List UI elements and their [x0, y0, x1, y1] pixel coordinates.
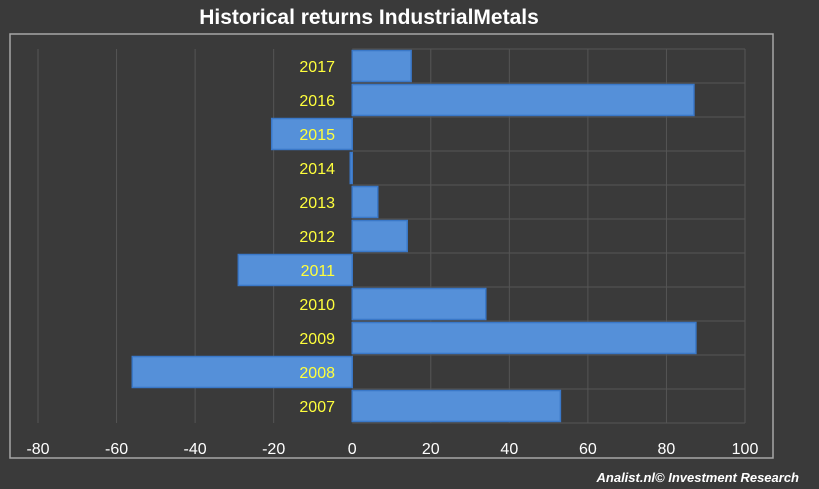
x-tick-label: 100	[732, 441, 759, 458]
x-tick-label: -80	[26, 441, 49, 458]
bar-2007	[351, 389, 562, 423]
grid-layer	[37, 48, 746, 424]
x-tick-label: -60	[105, 441, 128, 458]
bar-2016	[351, 83, 695, 117]
x-tick-label: 40	[500, 441, 518, 458]
chart-title: Historical returns IndustrialMetals	[199, 6, 539, 29]
category-label-2017: 2017	[299, 59, 335, 76]
bar-2017	[351, 49, 412, 83]
bar-2012	[351, 219, 408, 253]
category-label-2008: 2008	[299, 365, 335, 382]
bar-2011	[237, 253, 353, 287]
category-label-2011: 2011	[301, 263, 336, 280]
category-label-2013: 2013	[299, 195, 335, 212]
bar-2008	[131, 355, 353, 389]
category-label-2007: 2007	[299, 399, 335, 416]
plot-border	[9, 33, 774, 459]
label-layer: -80 -60 -40 -20 0 20 40 60 80 100 2007 2008 2009 2010…	[26, 59, 758, 458]
x-tick-label: -20	[262, 441, 285, 458]
x-tick-label: 20	[422, 441, 440, 458]
bar-2014	[349, 151, 353, 185]
credit-text: Analist.nl© Investment Research	[596, 470, 800, 485]
bar-layer	[131, 49, 697, 423]
x-tick-label: 0	[348, 441, 357, 458]
x-tick-label: 80	[658, 441, 676, 458]
bar-2010	[351, 287, 487, 321]
bar-2013	[351, 185, 379, 219]
category-label-2012: 2012	[299, 229, 335, 246]
x-tick-label: -40	[184, 441, 207, 458]
category-label-2009: 2009	[299, 331, 335, 348]
bar-2009	[351, 321, 697, 355]
category-label-2014: 2014	[299, 161, 335, 178]
category-label-2010: 2010	[299, 297, 335, 314]
bar-2015	[270, 117, 353, 151]
category-label-2016: 2016	[299, 93, 335, 110]
x-tick-label: 60	[579, 441, 597, 458]
category-label-2015: 2015	[299, 127, 335, 144]
